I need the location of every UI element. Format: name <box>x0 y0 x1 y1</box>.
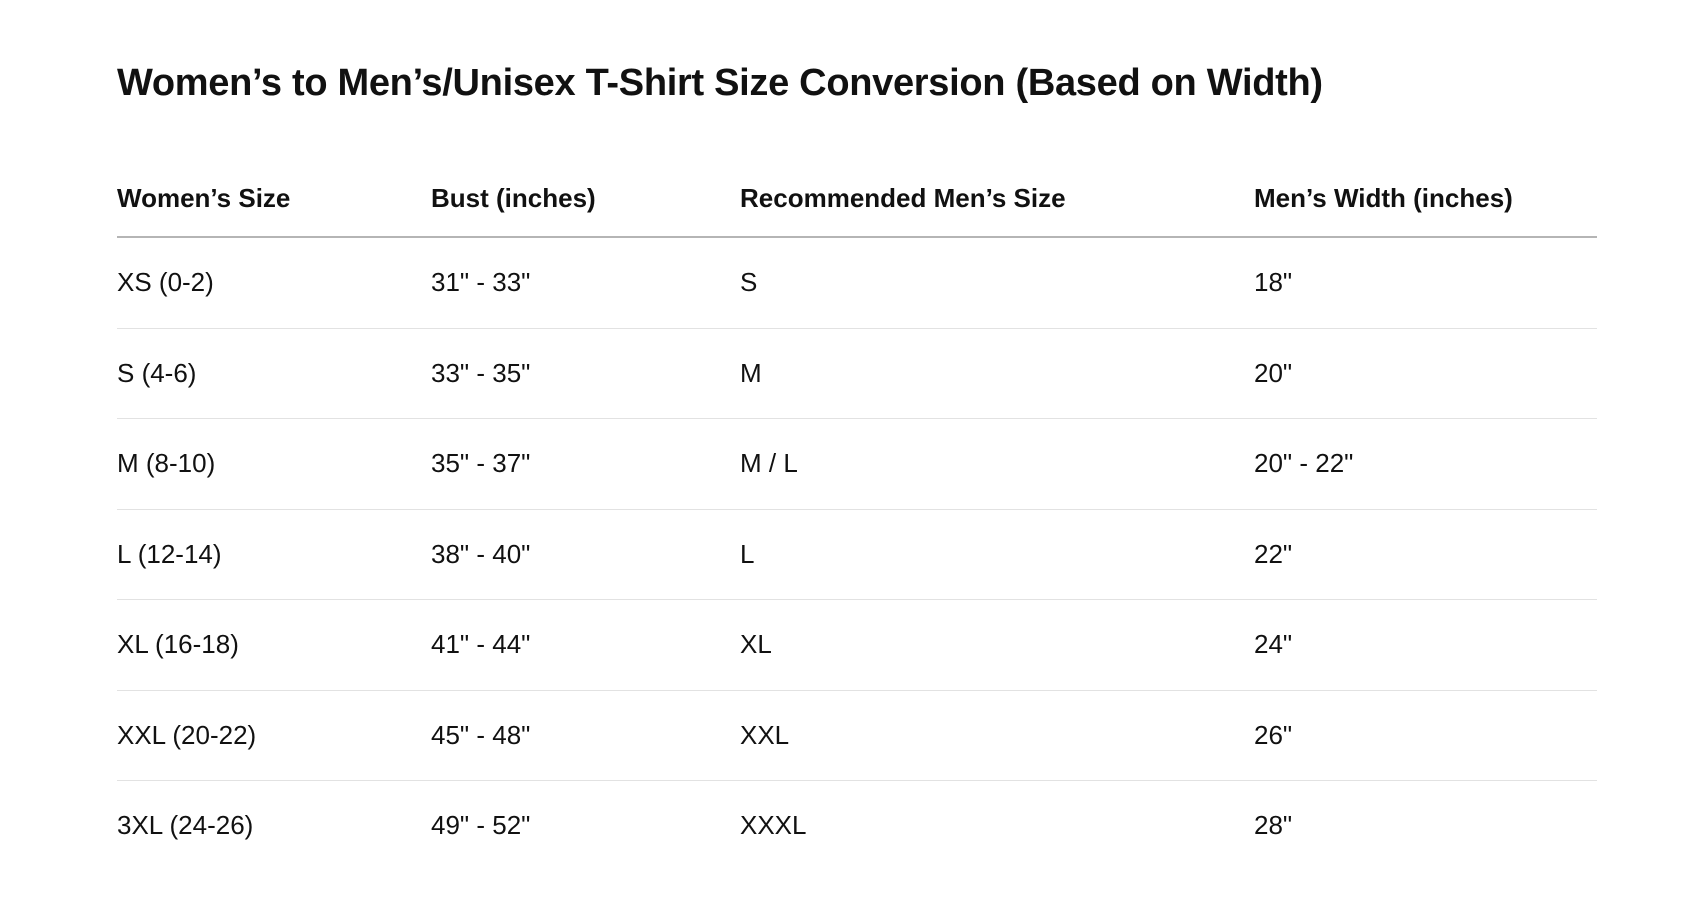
mens-size-cell: M / L <box>740 418 1254 510</box>
mens-width-cell: 28" <box>1254 810 1293 841</box>
mens-size-cell: L <box>740 509 1254 600</box>
table-row: XS (0-2) 31" - 33" S 18" <box>117 237 1597 329</box>
table-row: 3XL (24-26) 49" - 52" XXXL 28" <box>117 781 1597 871</box>
bust-cell: 41" - 44" <box>431 599 740 691</box>
mens-width-cell: 24" <box>1254 599 1597 691</box>
bust-cell: 35" - 37" <box>431 418 740 510</box>
mens-size-cell: XXL <box>740 690 1254 781</box>
mens-width-cell: 22" <box>1254 509 1597 600</box>
size-conversion-table: Women’s Size Bust (inches) Recommended M… <box>117 160 1597 871</box>
table-header-row: Women’s Size Bust (inches) Recommended M… <box>117 160 1597 238</box>
womens-size-cell: L (12-14) <box>117 509 431 600</box>
womens-size-cell: 3XL (24-26) <box>117 810 254 841</box>
bust-cell: 49" - 52" <box>431 810 531 841</box>
womens-size-cell: XS (0-2) <box>117 237 431 329</box>
bust-cell: 38" - 40" <box>431 509 740 600</box>
womens-size-cell: S (4-6) <box>117 328 431 419</box>
mens-size-cell: XL <box>740 599 1254 691</box>
bust-cell: 33" - 35" <box>431 328 740 419</box>
womens-size-cell: M (8-10) <box>117 418 431 510</box>
table-row: S (4-6) 33" - 35" M 20" <box>117 328 1597 419</box>
womens-size-cell: XL (16-18) <box>117 599 431 691</box>
header-womens-size: Women’s Size <box>117 160 431 238</box>
mens-width-cell: 26" <box>1254 690 1597 781</box>
table-row: XL (16-18) 41" - 44" XL 24" <box>117 599 1597 691</box>
header-bust: Bust (inches) <box>431 160 740 238</box>
page-title: Women’s to Men’s/Unisex T-Shirt Size Con… <box>117 62 1323 104</box>
mens-width-cell: 18" <box>1254 237 1597 329</box>
table-row: L (12-14) 38" - 40" L 22" <box>117 509 1597 600</box>
mens-width-cell: 20" <box>1254 328 1597 419</box>
mens-size-cell: S <box>740 237 1254 329</box>
mens-size-cell: M <box>740 328 1254 419</box>
header-recommended-mens-size: Recommended Men’s Size <box>740 160 1254 238</box>
bust-cell: 31" - 33" <box>431 237 740 329</box>
womens-size-cell: XXL (20-22) <box>117 690 431 781</box>
table-row: XXL (20-22) 45" - 48" XXL 26" <box>117 690 1597 781</box>
table-row: M (8-10) 35" - 37" M / L 20" - 22" <box>117 418 1597 510</box>
mens-width-cell: 20" - 22" <box>1254 418 1597 510</box>
bust-cell: 45" - 48" <box>431 690 740 781</box>
header-mens-width: Men’s Width (inches) <box>1254 160 1597 238</box>
mens-size-cell: XXXL <box>740 810 807 841</box>
